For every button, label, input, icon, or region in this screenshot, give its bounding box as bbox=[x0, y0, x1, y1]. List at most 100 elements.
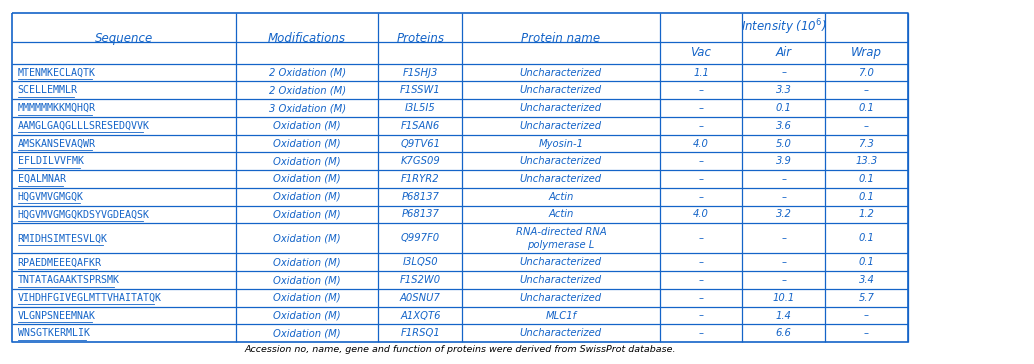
Text: –: – bbox=[699, 103, 703, 113]
Text: Oxidation (M): Oxidation (M) bbox=[273, 156, 341, 166]
Text: –: – bbox=[864, 310, 869, 321]
Text: 5.7: 5.7 bbox=[858, 293, 875, 303]
Text: F1SAN6: F1SAN6 bbox=[401, 121, 439, 131]
Text: –: – bbox=[782, 233, 786, 244]
Text: –: – bbox=[782, 257, 786, 267]
Text: Protein name: Protein name bbox=[521, 32, 601, 45]
Text: 6.6: 6.6 bbox=[776, 328, 792, 338]
Text: K7GS09: K7GS09 bbox=[400, 156, 440, 166]
Text: EQALMNAR: EQALMNAR bbox=[18, 174, 65, 184]
Text: Oxidation (M): Oxidation (M) bbox=[273, 209, 341, 219]
Text: Uncharacterized: Uncharacterized bbox=[520, 156, 602, 166]
Text: Vac: Vac bbox=[691, 46, 711, 59]
Text: Wrap: Wrap bbox=[851, 46, 882, 59]
Text: Uncharacterized: Uncharacterized bbox=[520, 275, 602, 285]
Text: Uncharacterized: Uncharacterized bbox=[520, 68, 602, 78]
Text: 2 Oxidation (M): 2 Oxidation (M) bbox=[269, 85, 345, 95]
Text: Oxidation (M): Oxidation (M) bbox=[273, 257, 341, 267]
Text: Sequence: Sequence bbox=[95, 32, 153, 45]
Text: 3.6: 3.6 bbox=[776, 121, 792, 131]
Text: 0.1: 0.1 bbox=[858, 233, 875, 244]
Text: 1.2: 1.2 bbox=[858, 209, 875, 219]
Text: AAMGLGAQGLLLSRESEDQVVK: AAMGLGAQGLLLSRESEDQVVK bbox=[18, 121, 150, 131]
Text: 7.0: 7.0 bbox=[858, 68, 875, 78]
Text: RPAEDMEEEQAFKR: RPAEDMEEEQAFKR bbox=[18, 257, 101, 267]
Text: 4.0: 4.0 bbox=[693, 209, 709, 219]
Text: Oxidation (M): Oxidation (M) bbox=[273, 328, 341, 338]
Text: –: – bbox=[699, 121, 703, 131]
Text: Uncharacterized: Uncharacterized bbox=[520, 174, 602, 184]
Text: Uncharacterized: Uncharacterized bbox=[520, 328, 602, 338]
Text: P68137: P68137 bbox=[401, 192, 439, 202]
Text: RMIDHSIMTESVLQK: RMIDHSIMTESVLQK bbox=[18, 233, 108, 244]
Text: Oxidation (M): Oxidation (M) bbox=[273, 275, 341, 285]
Text: A1XQT6: A1XQT6 bbox=[400, 310, 440, 321]
Text: Q9TV61: Q9TV61 bbox=[400, 139, 440, 149]
Text: VLGNPSNEEMNAK: VLGNPSNEEMNAK bbox=[18, 310, 95, 321]
Text: Proteins: Proteins bbox=[396, 32, 445, 45]
Text: I3L5I5: I3L5I5 bbox=[405, 103, 435, 113]
Text: F1SHJ3: F1SHJ3 bbox=[402, 68, 438, 78]
Text: –: – bbox=[699, 233, 703, 244]
Text: 13.3: 13.3 bbox=[855, 156, 878, 166]
Text: Uncharacterized: Uncharacterized bbox=[520, 85, 602, 95]
Text: 3 Oxidation (M): 3 Oxidation (M) bbox=[269, 103, 345, 113]
Text: 1.4: 1.4 bbox=[776, 310, 792, 321]
Text: 0.1: 0.1 bbox=[776, 103, 792, 113]
Text: A0SNU7: A0SNU7 bbox=[400, 293, 440, 303]
Text: –: – bbox=[864, 328, 869, 338]
Text: –: – bbox=[864, 85, 869, 95]
Text: 0.1: 0.1 bbox=[858, 192, 875, 202]
Text: HQGVMVGMGQKDSYVGDEAQSK: HQGVMVGMGQKDSYVGDEAQSK bbox=[18, 209, 150, 219]
Text: WNSGTKERMLIK: WNSGTKERMLIK bbox=[18, 328, 90, 338]
Text: 3.4: 3.4 bbox=[858, 275, 875, 285]
Text: Oxidation (M): Oxidation (M) bbox=[273, 310, 341, 321]
Text: SCELLEMMLR: SCELLEMMLR bbox=[18, 85, 78, 95]
Text: F1SSW1: F1SSW1 bbox=[400, 85, 440, 95]
Text: 3.3: 3.3 bbox=[776, 85, 792, 95]
Text: Uncharacterized: Uncharacterized bbox=[520, 257, 602, 267]
Text: Modifications: Modifications bbox=[268, 32, 346, 45]
Text: MLC1f: MLC1f bbox=[545, 310, 577, 321]
Text: 0.1: 0.1 bbox=[858, 174, 875, 184]
Text: I3LQS0: I3LQS0 bbox=[402, 257, 438, 267]
Text: HQGVMVGMGQK: HQGVMVGMGQK bbox=[18, 192, 84, 202]
Text: Oxidation (M): Oxidation (M) bbox=[273, 293, 341, 303]
Text: 4.0: 4.0 bbox=[693, 139, 709, 149]
Text: 5.0: 5.0 bbox=[776, 139, 792, 149]
Text: Actin: Actin bbox=[548, 209, 574, 219]
Text: –: – bbox=[699, 174, 703, 184]
Text: Accession no, name, gene and function of proteins were derived from SwissProt da: Accession no, name, gene and function of… bbox=[244, 345, 676, 354]
Text: Uncharacterized: Uncharacterized bbox=[520, 121, 602, 131]
Text: MMMMMMKKMQHQR: MMMMMMKKMQHQR bbox=[18, 103, 95, 113]
Text: F1RSQ1: F1RSQ1 bbox=[400, 328, 440, 338]
Text: 10.1: 10.1 bbox=[772, 293, 795, 303]
Text: 7.3: 7.3 bbox=[858, 139, 875, 149]
Text: Oxidation (M): Oxidation (M) bbox=[273, 233, 341, 244]
Text: –: – bbox=[782, 192, 786, 202]
Text: –: – bbox=[699, 310, 703, 321]
Text: 0.1: 0.1 bbox=[858, 257, 875, 267]
Text: AMSKANSEVAQWR: AMSKANSEVAQWR bbox=[18, 139, 95, 149]
Text: –: – bbox=[782, 68, 786, 78]
Text: 3.9: 3.9 bbox=[776, 156, 792, 166]
Text: 3.2: 3.2 bbox=[776, 209, 792, 219]
Text: EFLDILVVFMK: EFLDILVVFMK bbox=[18, 156, 84, 166]
Text: 2 Oxidation (M): 2 Oxidation (M) bbox=[269, 68, 345, 78]
Text: Air: Air bbox=[776, 46, 792, 59]
Text: Oxidation (M): Oxidation (M) bbox=[273, 139, 341, 149]
Text: P68137: P68137 bbox=[401, 209, 439, 219]
Text: Oxidation (M): Oxidation (M) bbox=[273, 121, 341, 131]
Text: –: – bbox=[699, 85, 703, 95]
Text: –: – bbox=[782, 275, 786, 285]
Text: F1S2W0: F1S2W0 bbox=[400, 275, 440, 285]
Text: RNA-directed RNA
polymerase L: RNA-directed RNA polymerase L bbox=[516, 227, 606, 250]
Text: –: – bbox=[699, 156, 703, 166]
Text: Intensity (10$^6$): Intensity (10$^6$) bbox=[741, 17, 826, 37]
Text: TNTATAGAAKTSPRSMK: TNTATAGAAKTSPRSMK bbox=[18, 275, 120, 285]
Text: Uncharacterized: Uncharacterized bbox=[520, 103, 602, 113]
Text: Actin: Actin bbox=[548, 192, 574, 202]
Text: –: – bbox=[699, 328, 703, 338]
Text: –: – bbox=[699, 192, 703, 202]
Text: 1.1: 1.1 bbox=[693, 68, 709, 78]
